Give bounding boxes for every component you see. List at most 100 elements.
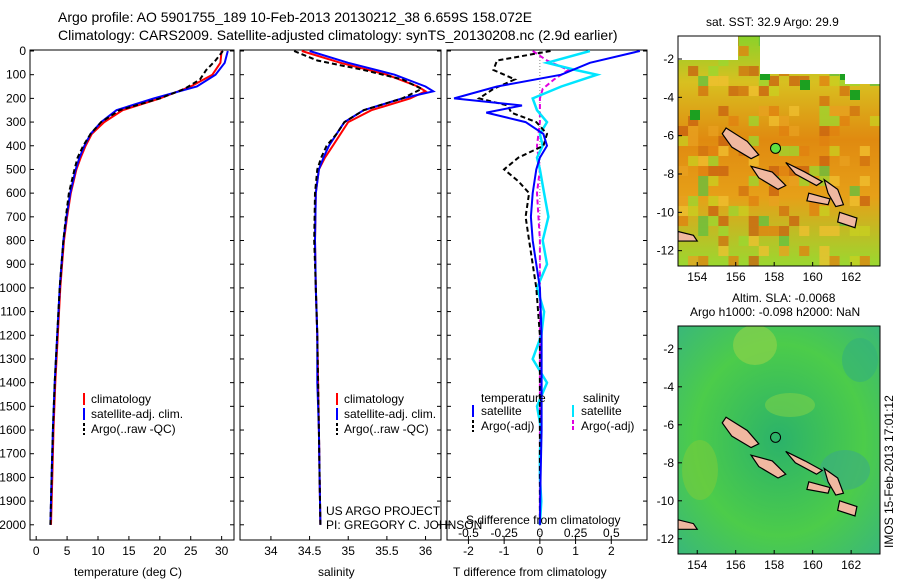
depth-tick-label: 200 xyxy=(6,91,26,105)
legend-t-argo-label: Argo(-adj) xyxy=(481,419,534,433)
sst-cell xyxy=(738,186,749,196)
sst-cell xyxy=(738,86,749,96)
sst-cell xyxy=(758,106,769,116)
sst-cell xyxy=(779,146,790,156)
map-y-tick-label: -8 xyxy=(663,167,674,181)
t-difference-x-axis: -2 -1 0 1 2 xyxy=(463,536,615,558)
s-difference-x-label: S difference from climatology xyxy=(466,513,621,527)
sst-cell xyxy=(859,196,870,206)
depth-tick-label: 1700 xyxy=(0,447,26,461)
sst-cell xyxy=(779,226,790,236)
sst-cell xyxy=(678,136,689,146)
island xyxy=(823,178,845,208)
sst-cell xyxy=(819,256,830,266)
salinity-panel-frame xyxy=(239,49,442,541)
depth-tick-label: 1600 xyxy=(0,423,26,437)
sst-cell xyxy=(849,186,860,196)
sst-cell xyxy=(708,206,719,216)
sst-cell xyxy=(738,66,749,76)
depth-tick-label: 800 xyxy=(6,234,26,248)
island xyxy=(785,161,824,187)
x-tick-label: 15 xyxy=(122,544,136,558)
sst-cell xyxy=(800,80,810,90)
x-tick-label: 0 xyxy=(537,544,544,558)
sst-cell xyxy=(819,96,830,106)
sla-patch xyxy=(765,393,815,417)
salinity-satellite-line xyxy=(309,50,436,525)
x-tick-label: 36 xyxy=(419,544,433,558)
depth-tick-label: 1800 xyxy=(0,470,26,484)
sst-cell xyxy=(678,196,689,206)
sst-cell xyxy=(688,136,699,146)
sst-cell xyxy=(850,90,860,100)
map-y-tick-label: -2 xyxy=(663,342,674,356)
salinity-x-label: salinity xyxy=(318,565,355,579)
x-tick-label: 34.5 xyxy=(298,544,322,558)
map-x-tick-label: 162 xyxy=(841,270,861,284)
sst-cell xyxy=(688,156,699,166)
sla-map xyxy=(678,326,880,554)
temperature-climatology-line xyxy=(50,50,223,525)
sst-cell xyxy=(708,176,719,186)
sst-cell xyxy=(758,226,769,236)
sst-cell xyxy=(698,186,709,196)
sst-cell xyxy=(859,256,870,266)
salinity-x-axis: 34 34.5 35 35.5 36 xyxy=(264,536,433,558)
x-tick-label: 0.5 xyxy=(603,526,620,540)
map-x-tick-label: 154 xyxy=(687,558,707,572)
sst-cell xyxy=(819,226,830,236)
sst-cell xyxy=(718,236,729,246)
sst-cell xyxy=(708,126,719,136)
land-islands xyxy=(678,416,858,530)
salinity-climatology-line xyxy=(301,50,428,525)
sst-cell xyxy=(698,216,709,226)
island xyxy=(749,165,787,191)
map-x-tick-label: 156 xyxy=(726,270,746,284)
sst-cell xyxy=(799,176,810,186)
s-difference-x-axis: -0.5 -0.25 0 0.25 0.5 xyxy=(458,526,620,544)
sst-cell xyxy=(768,226,779,236)
sst-cell xyxy=(768,86,779,96)
salinity-series xyxy=(293,50,436,525)
map-x-tick-label: 160 xyxy=(803,558,823,572)
argo-position-marker xyxy=(770,431,782,443)
x-tick-label: 35 xyxy=(342,544,356,558)
sst-cell xyxy=(829,116,840,126)
sst-cell xyxy=(758,246,769,256)
sst-cell xyxy=(698,156,709,166)
sst-cell xyxy=(819,246,830,256)
sst-cell xyxy=(718,56,729,66)
temperature-series xyxy=(49,50,229,525)
x-tick-label: -0.25 xyxy=(490,526,518,540)
depth-tick-label: 1400 xyxy=(0,376,26,390)
sst-cell xyxy=(829,126,840,136)
sst-cell xyxy=(809,166,820,176)
sst-cell xyxy=(819,166,830,176)
sst-cell xyxy=(718,246,729,256)
island xyxy=(721,127,760,160)
island xyxy=(806,481,831,494)
sst-cell xyxy=(859,156,870,166)
sst-cell xyxy=(789,76,800,86)
sst-missing-area xyxy=(678,36,738,60)
x-tick-label: 2 xyxy=(608,544,615,558)
temperature-panel-frame xyxy=(29,49,235,541)
sst-cell xyxy=(698,226,709,236)
sst-cell xyxy=(718,166,729,176)
sla-map-title: Altim. SLA: -0.0068 xyxy=(732,291,836,305)
sst-cell xyxy=(738,206,749,216)
temperature-satellite-line xyxy=(49,50,229,525)
legend-satellite-label: satellite-adj. clim. xyxy=(344,407,436,421)
island xyxy=(678,519,699,530)
sst-missing-area xyxy=(760,36,880,74)
sst-cell xyxy=(768,76,779,86)
sst-cell xyxy=(768,186,779,196)
legend-temperature-header: temperature xyxy=(481,391,546,405)
argo-position-marker xyxy=(770,142,782,154)
sst-cell xyxy=(789,176,800,186)
temperature-x-label: temperature (deg C) xyxy=(74,565,182,579)
x-tick-label: 0 xyxy=(33,544,40,558)
sst-cell xyxy=(688,206,699,216)
sst-cell xyxy=(829,76,840,86)
